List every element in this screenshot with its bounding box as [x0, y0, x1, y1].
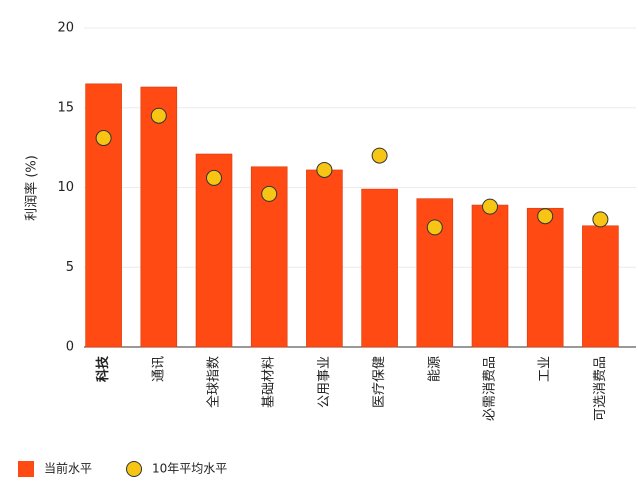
- bar: [85, 83, 122, 348]
- dot: [316, 161, 333, 178]
- legend-swatch: [126, 461, 143, 477]
- dot: [206, 169, 222, 186]
- x-tick-label: 可选消费品: [593, 356, 608, 421]
- bar: [361, 188, 398, 348]
- bar: [250, 166, 288, 348]
- legend-swatch: [18, 461, 34, 477]
- bar: [471, 204, 509, 348]
- x-tick-label: 能源: [427, 356, 442, 382]
- legend-label: 当前水平: [44, 461, 92, 476]
- y-tick-label: 10: [57, 180, 74, 195]
- x-tick-label: 全球指数: [206, 356, 222, 408]
- x-tick-label: 通讯: [151, 356, 166, 382]
- bar: [306, 169, 343, 348]
- bar: [526, 207, 564, 348]
- bar: [140, 86, 178, 348]
- dot: [371, 147, 388, 164]
- x-tick-label: 工业: [538, 356, 553, 382]
- x-tick-label: 公用事业: [317, 356, 332, 408]
- y-tick-label: 20: [57, 21, 74, 36]
- dot: [95, 130, 112, 147]
- dot: [150, 107, 167, 124]
- dot: [482, 198, 498, 215]
- y-tick-label: 5: [66, 260, 74, 275]
- dot: [537, 208, 554, 225]
- legend-label: 10年平均水平: [152, 462, 227, 476]
- dot: [426, 219, 443, 236]
- x-tick-label: 基础材料: [262, 356, 277, 408]
- dot: [592, 211, 609, 228]
- y-axis-label: 利润率 (%): [24, 155, 40, 221]
- y-tick-label: 15: [57, 100, 74, 115]
- y-tick-label: 0: [66, 340, 74, 355]
- x-tick-label: 必需消费品: [483, 356, 498, 421]
- x-tick-label: 医疗保健: [372, 356, 387, 408]
- x-tick-label: 科技: [95, 355, 111, 382]
- bar: [195, 153, 233, 348]
- bar: [582, 225, 619, 348]
- dot: [261, 185, 278, 202]
